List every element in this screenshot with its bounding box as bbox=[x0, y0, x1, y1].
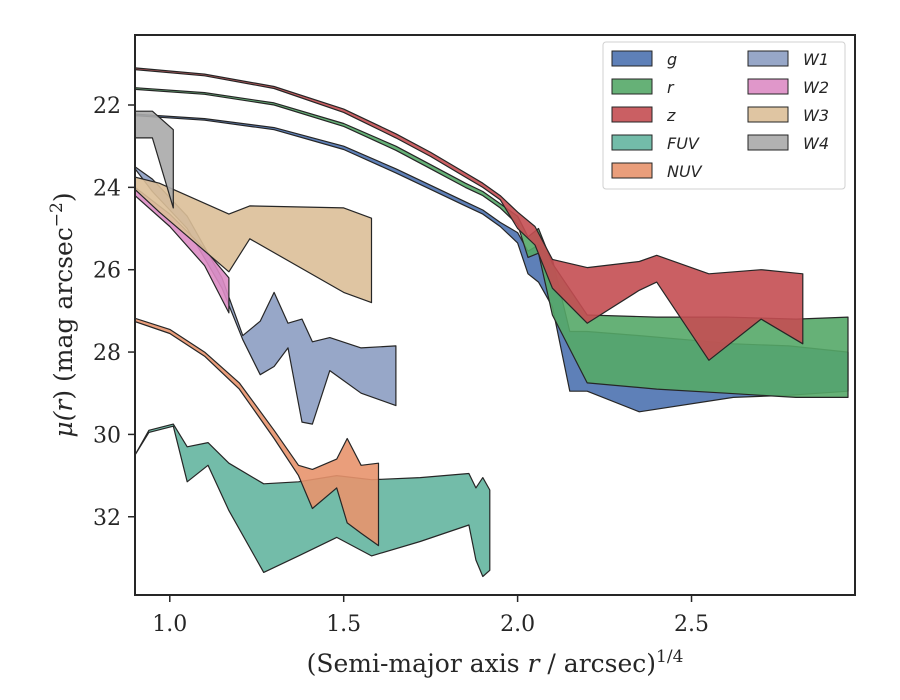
y-tick-label: 26 bbox=[93, 259, 121, 284]
band-nuv bbox=[135, 317, 380, 547]
x-axis-label: (Semi-major axis r / arcsec)1/4 bbox=[307, 647, 684, 678]
legend-label-w4: W4 bbox=[803, 134, 829, 153]
y-tick-label: 32 bbox=[93, 506, 121, 531]
legend-label-fuv: FUV bbox=[667, 134, 700, 153]
legend-label-w3: W3 bbox=[803, 106, 829, 125]
y-tick-label: 30 bbox=[93, 423, 121, 448]
legend-swatch-z bbox=[611, 106, 653, 123]
profile-bands bbox=[135, 67, 849, 578]
legend-swatch-nuv bbox=[611, 162, 653, 179]
y-axis: 22 24 26 28 30 32 bbox=[93, 94, 135, 531]
legend-swatch-w1 bbox=[747, 50, 789, 67]
y-tick-label: 28 bbox=[93, 341, 121, 366]
legend-label-nuv: NUV bbox=[667, 162, 703, 181]
band-z bbox=[135, 67, 804, 361]
x-axis: 1.0 1.5 2.0 2.5 bbox=[152, 595, 709, 637]
legend-label-w2: W2 bbox=[803, 78, 829, 97]
legend-swatch-fuv bbox=[611, 134, 653, 151]
legend-swatch-g bbox=[611, 50, 653, 67]
band-r bbox=[135, 87, 849, 398]
legend-label-z: z bbox=[666, 106, 676, 125]
legend-swatch-w3 bbox=[747, 106, 789, 123]
legend-label-w1: W1 bbox=[803, 50, 829, 69]
band-w3 bbox=[135, 176, 373, 304]
y-tick-label: 22 bbox=[93, 94, 121, 119]
legend-swatch-w2 bbox=[747, 78, 789, 95]
y-tick-label: 24 bbox=[93, 176, 121, 201]
x-tick-label: 2.5 bbox=[674, 612, 709, 637]
x-tick-label: 1.5 bbox=[326, 612, 361, 637]
legend-label-r: r bbox=[667, 78, 675, 97]
band-w4 bbox=[135, 110, 174, 209]
legend-label-g: g bbox=[667, 50, 677, 69]
y-axis-label: μ(r) (mag arcsec−2) bbox=[47, 192, 78, 437]
x-tick-label: 2.0 bbox=[500, 612, 535, 637]
legend-swatch-r bbox=[611, 78, 653, 95]
legend: grz FUV NUV W1 W2 W3 W4 bbox=[602, 41, 846, 190]
plot-frame bbox=[134, 34, 856, 596]
x-tick-label: 1.0 bbox=[152, 612, 187, 637]
legend-swatch-w4 bbox=[747, 134, 789, 151]
